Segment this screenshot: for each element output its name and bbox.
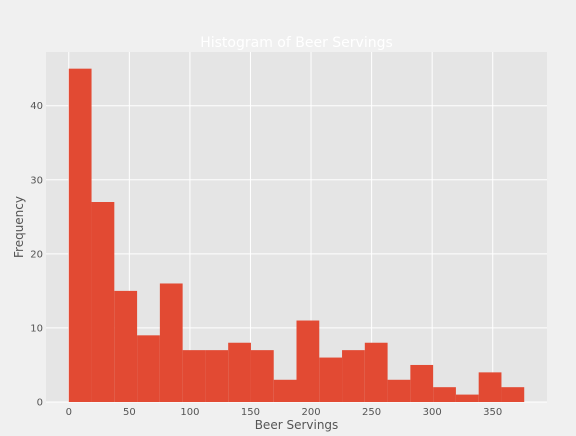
histogram-bar [228, 342, 251, 402]
histogram-bars [68, 68, 525, 403]
x-tick-label: 200 [301, 407, 320, 418]
histogram-bar [342, 350, 365, 402]
x-tick-label: 250 [362, 407, 381, 418]
histogram-bar [433, 387, 456, 402]
histogram-bar [159, 283, 183, 402]
y-tick-label: 30 [30, 175, 43, 186]
y-axis-label: Frequency [12, 196, 26, 258]
x-tick-label: 300 [423, 407, 442, 418]
y-tick-label: 10 [30, 323, 43, 334]
histogram-bar [501, 387, 525, 402]
x-tick-label: 350 [483, 407, 502, 418]
histogram-bar [273, 379, 297, 402]
x-axis-label: Beer Servings [255, 418, 339, 432]
x-tick-label: 50 [123, 407, 136, 418]
x-tick-label: 0 [66, 407, 72, 418]
histogram-bar [296, 320, 320, 402]
histogram-bar [319, 357, 343, 402]
y-tick-label: 0 [37, 398, 43, 409]
histogram-bar [68, 68, 92, 403]
x-tick-label: 150 [241, 407, 260, 418]
y-tick-label: 20 [30, 249, 43, 260]
histogram-bar [364, 342, 388, 402]
histogram-bar [114, 290, 138, 402]
chart-title: Histogram of Beer Servings [200, 35, 393, 51]
y-tick-label: 40 [30, 101, 43, 112]
histogram-bar [137, 335, 160, 402]
histogram-bar [91, 202, 115, 402]
histogram-bar [410, 364, 434, 402]
histogram-bar [250, 350, 274, 402]
histogram-bar [478, 372, 502, 402]
histogram-bar [205, 350, 229, 402]
histogram-bar [455, 394, 479, 402]
histogram-bar [387, 379, 411, 402]
histogram-bar [182, 350, 206, 402]
x-tick-label: 100 [180, 407, 199, 418]
axis-ticks: 0 50 100 150 200 250 300 350 0 10 20 30 40 [30, 101, 502, 418]
